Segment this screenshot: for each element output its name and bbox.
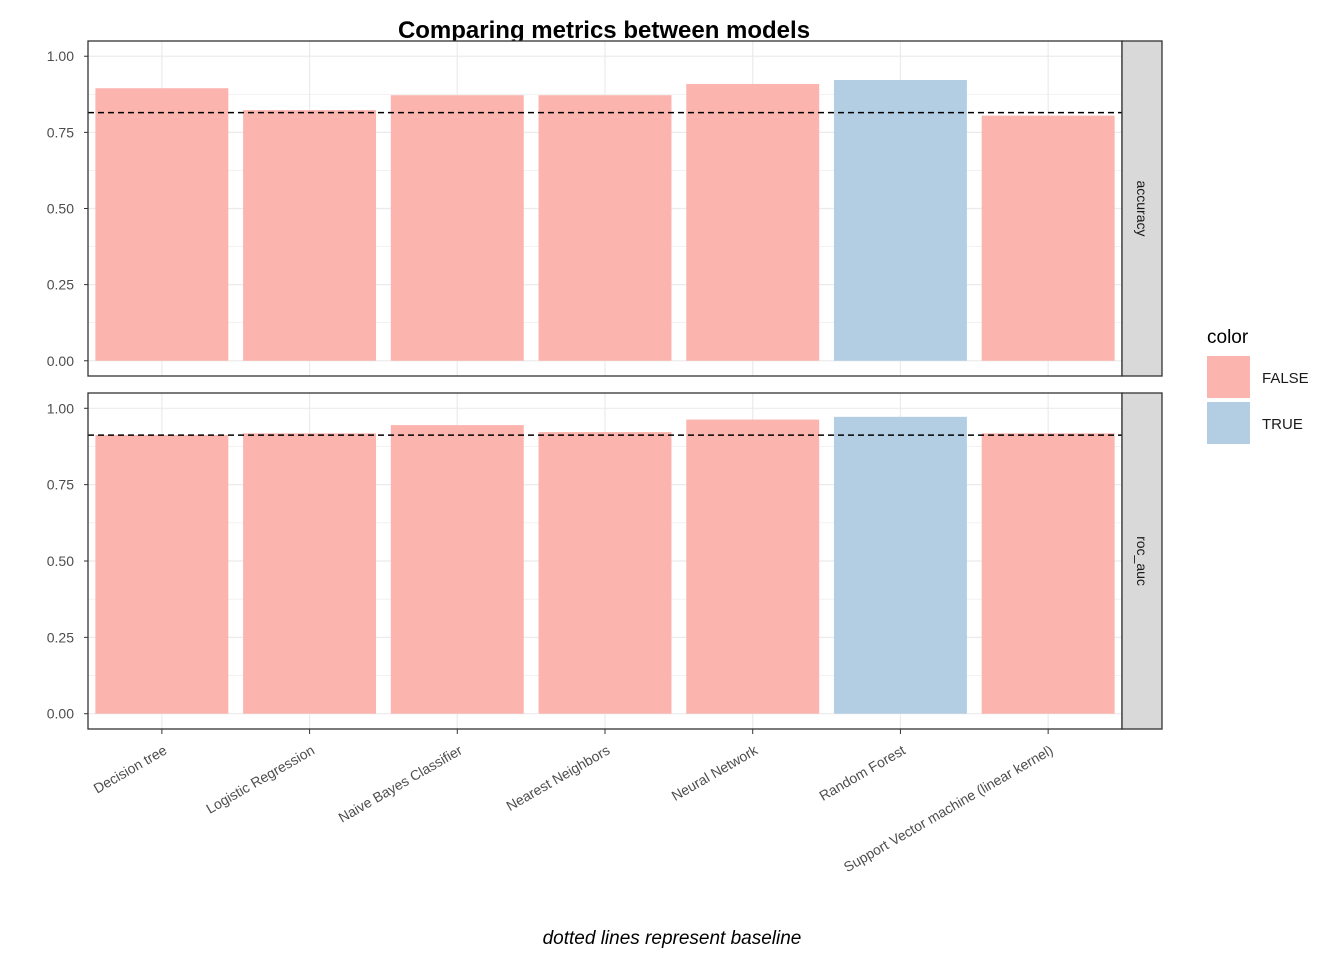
y-tick-label: 0.25 (47, 629, 74, 645)
y-tick-label: 0.75 (47, 477, 74, 493)
bar-roc_auc-4 (686, 419, 820, 714)
y-tick-label: 1.00 (47, 48, 74, 64)
bar-roc_auc-6 (981, 433, 1115, 714)
facet-panel-accuracy: 0.00 0.25 0.50 0.75 1.00 accuracy (47, 40, 1163, 377)
y-tick-label: 0.25 (47, 277, 74, 293)
bar-accuracy-3 (538, 95, 672, 361)
y-tick-label: 1.00 (47, 400, 74, 416)
y-tick-label: 0.00 (47, 353, 74, 369)
x-tick-label: Random Forest (816, 742, 908, 804)
x-tick-label: Neural Network (669, 741, 761, 804)
y-tick-label: 0.50 (47, 201, 74, 217)
facet-strip-label: accuracy (1134, 180, 1150, 236)
bar-accuracy-4 (686, 83, 820, 361)
facet-panels: 0.00 0.25 0.50 0.75 1.00 accuracy 0.00 0.25 0.50… (47, 40, 1163, 730)
chart-title: Comparing metrics between models (398, 17, 810, 44)
x-tick-label: Decision tree (91, 742, 170, 797)
bar-accuracy-2 (390, 95, 524, 361)
bar-roc_auc-1 (243, 433, 377, 714)
bar-roc_auc-2 (390, 425, 524, 714)
chart-caption: dotted lines represent baseline (543, 928, 802, 949)
facet-strip (1121, 392, 1163, 730)
y-tick-label: 0.00 (47, 706, 74, 722)
x-tick-label: Naive Bayes Classifier (335, 742, 465, 826)
y-tick-label: 0.50 (47, 553, 74, 569)
facet-panel-roc_auc: 0.00 0.25 0.50 0.75 1.00 roc_auc (47, 392, 1163, 730)
bar-roc_auc-0 (95, 435, 229, 714)
legend-key-true (1207, 402, 1250, 444)
bar-roc_auc-5 (833, 416, 967, 714)
facet-strip-label: roc_auc (1134, 536, 1150, 586)
facet-strip (1121, 40, 1163, 377)
bar-accuracy-0 (95, 88, 229, 361)
x-tick-label: Nearest Neighbors (503, 742, 612, 814)
legend-key-false (1207, 356, 1250, 398)
legend-title: color (1207, 327, 1249, 348)
x-axis: Decision tree Logistic Regression Naive Ba… (91, 729, 1056, 875)
legend: color FALSE TRUE (1207, 327, 1309, 444)
y-tick-label: 0.75 (47, 124, 74, 140)
legend-label-false: FALSE (1262, 370, 1309, 387)
bar-accuracy-1 (243, 110, 377, 361)
bar-accuracy-6 (981, 115, 1115, 361)
bar-roc_auc-3 (538, 432, 672, 714)
bar-accuracy-5 (833, 79, 967, 361)
legend-label-true: TRUE (1262, 416, 1303, 433)
x-tick-label: Logistic Regression (203, 742, 317, 817)
